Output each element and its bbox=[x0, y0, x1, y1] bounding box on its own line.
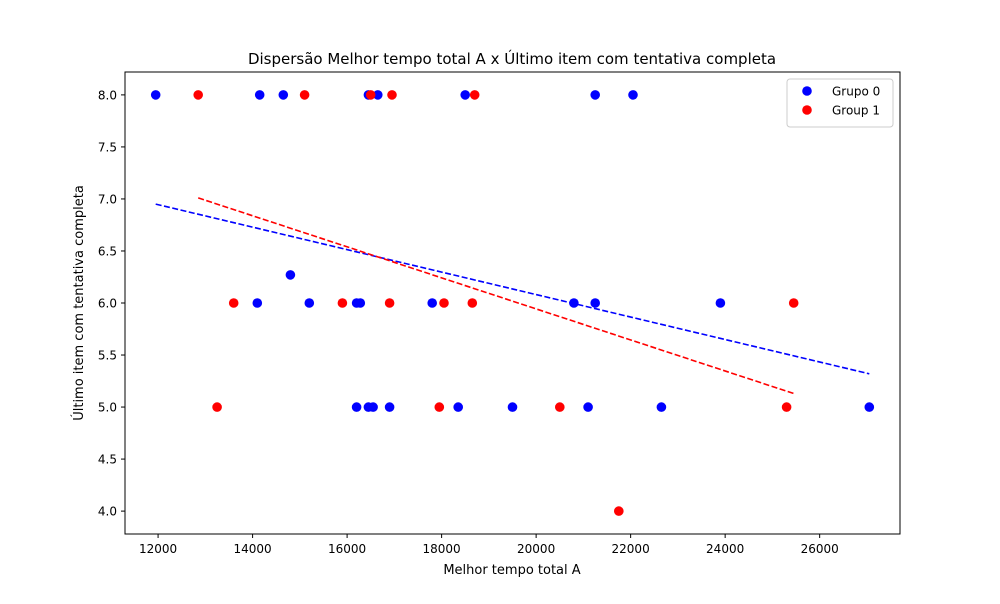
data-point bbox=[460, 90, 471, 100]
x-tick-label: 26000 bbox=[801, 542, 839, 556]
data-point bbox=[365, 90, 376, 100]
data-point bbox=[656, 402, 667, 412]
data-point bbox=[304, 298, 315, 308]
data-point bbox=[368, 402, 378, 412]
data-point bbox=[387, 90, 397, 100]
y-tick-label: 7.5 bbox=[98, 140, 117, 154]
data-point bbox=[285, 270, 296, 280]
x-axis-label: Melhor tempo total A bbox=[443, 563, 580, 578]
data-point bbox=[150, 90, 161, 100]
x-tick-label: 16000 bbox=[328, 542, 366, 556]
y-tick-label: 7.0 bbox=[98, 192, 117, 206]
data-point bbox=[337, 298, 348, 308]
data-point bbox=[278, 90, 289, 100]
data-point bbox=[212, 402, 222, 412]
data-point bbox=[254, 90, 265, 100]
y-tick-label: 6.0 bbox=[98, 297, 117, 311]
x-tick-label: 24000 bbox=[706, 542, 744, 556]
data-point bbox=[351, 402, 362, 412]
data-point bbox=[614, 506, 624, 516]
plot-frame bbox=[124, 71, 901, 535]
y-tick-label: 4.0 bbox=[98, 505, 117, 519]
y-tick-label: 6.5 bbox=[98, 244, 117, 258]
data-point bbox=[469, 90, 480, 100]
data-point bbox=[384, 402, 395, 412]
data-point bbox=[252, 298, 263, 308]
data-point bbox=[299, 90, 310, 100]
x-tick-label: 22000 bbox=[612, 542, 650, 556]
data-point bbox=[434, 402, 445, 412]
data-point bbox=[427, 298, 438, 308]
legend-marker bbox=[802, 105, 812, 115]
x-axis-ticks: 12000 14000 16000 18000 20000 22000 24000 26000 bbox=[139, 534, 839, 556]
legend-label: Group 1 bbox=[832, 104, 880, 118]
data-point bbox=[781, 402, 792, 412]
data-point bbox=[788, 298, 799, 308]
data-point bbox=[355, 298, 366, 308]
trend-line bbox=[155, 203, 870, 375]
data-point bbox=[628, 90, 638, 100]
data-point bbox=[555, 402, 565, 412]
data-point bbox=[583, 402, 593, 412]
data-point bbox=[590, 298, 600, 308]
legend-box bbox=[786, 78, 894, 128]
x-tick-label: 14000 bbox=[233, 542, 271, 556]
data-point bbox=[507, 402, 518, 412]
y-axis-ticks: 4.0 4.5 5.0 5.5 6.0 6.5 7.0 7.5 8.0 bbox=[98, 88, 125, 519]
chart-title: Dispersão Melhor tempo total A x Último … bbox=[248, 49, 776, 68]
y-tick-label: 5.5 bbox=[98, 349, 117, 363]
series-layer bbox=[150, 90, 875, 516]
trend-line bbox=[197, 197, 794, 395]
y-tick-label: 5.0 bbox=[98, 401, 117, 415]
data-point bbox=[453, 402, 464, 412]
data-point bbox=[373, 90, 383, 100]
y-axis-label: Último item com tentativa completa bbox=[71, 185, 87, 421]
data-point bbox=[467, 298, 478, 308]
x-tick-label: 20000 bbox=[517, 542, 555, 556]
x-tick-label: 18000 bbox=[423, 542, 461, 556]
data-point bbox=[384, 298, 395, 308]
data-point bbox=[193, 90, 203, 100]
legend: Grupo 0 Group 1 bbox=[786, 78, 894, 128]
data-point bbox=[590, 90, 600, 100]
x-tick-label: 12000 bbox=[139, 542, 177, 556]
data-point bbox=[715, 298, 726, 308]
data-point bbox=[439, 298, 449, 308]
y-tick-label: 8.0 bbox=[98, 88, 117, 102]
y-tick-label: 4.5 bbox=[98, 453, 117, 467]
data-point bbox=[864, 402, 875, 412]
data-point bbox=[228, 298, 239, 308]
legend-label: Grupo 0 bbox=[832, 85, 880, 99]
legend-marker bbox=[802, 86, 812, 96]
